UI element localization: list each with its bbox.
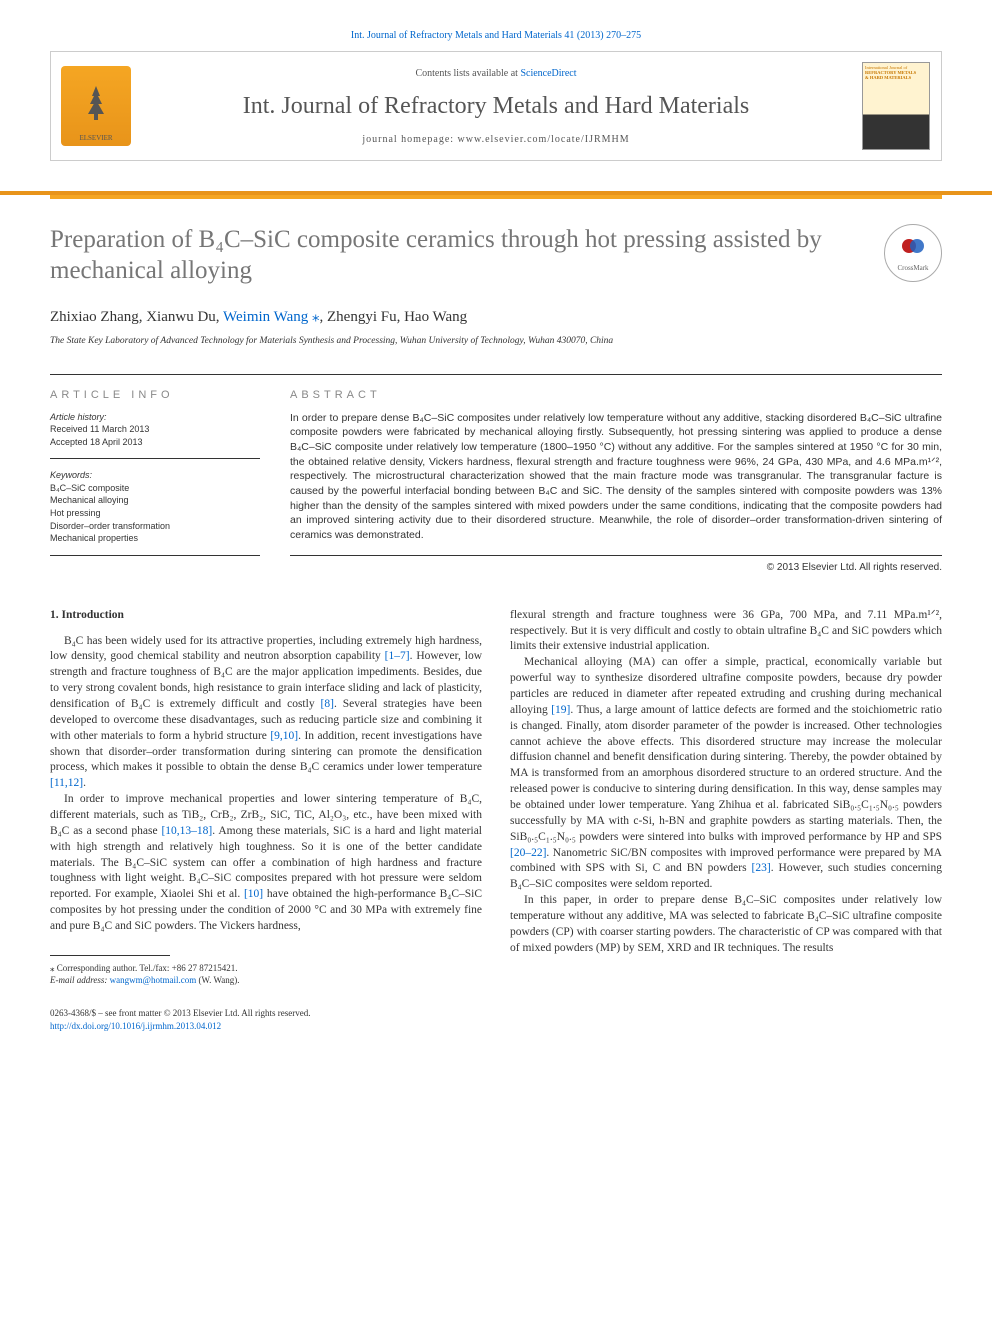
body-columns: 1. Introduction B₄C has been widely used… xyxy=(50,608,942,987)
abstract-copyright: © 2013 Elsevier Ltd. All rights reserved… xyxy=(290,562,942,573)
ref-link-9-10[interactable]: [9,10] xyxy=(270,730,298,742)
citation-header: Int. Journal of Refractory Metals and Ha… xyxy=(50,30,942,41)
ref-link-20-22[interactable]: [20–22] xyxy=(510,847,546,859)
keyword-2: Mechanical alloying xyxy=(50,494,260,507)
article-info-column: article info Article history: Received 1… xyxy=(50,375,260,573)
ref-link-10-13-18[interactable]: [10,13–18] xyxy=(161,825,212,837)
article-info-heading: article info xyxy=(50,375,260,411)
c2p2-b: . Thus, a large amount of lattice defect… xyxy=(510,704,942,843)
body-column-right: flexural strength and fracture toughness… xyxy=(510,608,942,987)
crossmark-label: CrossMark xyxy=(897,264,928,272)
elsevier-logo: ELSEVIER xyxy=(61,66,131,146)
footnote-separator xyxy=(50,955,170,956)
keyword-4: Disorder–order transformation xyxy=(50,520,260,533)
page-footer: 0263-4368/$ – see front matter © 2013 El… xyxy=(50,1007,942,1032)
intro-para-2: In order to improve mechanical propertie… xyxy=(50,792,482,935)
abstract-heading: abstract xyxy=(290,375,942,411)
affiliation: The State Key Laboratory of Advanced Tec… xyxy=(50,336,942,346)
article-title: Preparation of B₄C–SiC composite ceramic… xyxy=(50,224,864,287)
keywords-block: Keywords: B₄C–SiC composite Mechanical a… xyxy=(50,469,260,556)
keywords-label: Keywords: xyxy=(50,469,260,482)
title-row: Preparation of B₄C–SiC composite ceramic… xyxy=(50,224,942,287)
email-suffix: (W. Wang). xyxy=(196,975,239,985)
email-label: E-mail address: xyxy=(50,975,110,985)
contents-list-text: Contents lists available at xyxy=(415,68,520,79)
ref-link-8[interactable]: [8] xyxy=(321,698,334,710)
email-link[interactable]: wangwm@hotmail.com xyxy=(110,975,197,985)
history-label: Article history: xyxy=(50,411,260,424)
keyword-1: B₄C–SiC composite xyxy=(50,482,260,495)
journal-cover: International Journal of REFRACTORY META… xyxy=(862,62,930,150)
corr-asterisk[interactable]: ⁎ xyxy=(312,309,320,325)
crossmark-badge[interactable]: CrossMark xyxy=(884,224,942,282)
intro-heading: 1. Introduction xyxy=(50,608,482,624)
intro-para-1: B₄C has been widely used for its attract… xyxy=(50,634,482,793)
keyword-5: Mechanical properties xyxy=(50,532,260,545)
orange-divider-under xyxy=(50,195,942,199)
citation-link[interactable]: Int. Journal of Refractory Metals and Ha… xyxy=(351,30,641,41)
col2-para-3: In this paper, in order to prepare dense… xyxy=(510,893,942,956)
doi-link[interactable]: http://dx.doi.org/10.1016/j.ijrmhm.2013.… xyxy=(50,1021,221,1031)
authors-suffix: , Zhengyi Fu, Hao Wang xyxy=(320,309,468,325)
journal-homepage-line: journal homepage: www.elsevier.com/locat… xyxy=(362,134,629,145)
journal-cover-area: International Journal of REFRACTORY META… xyxy=(851,52,941,160)
col2-para-1: flexural strength and fracture toughness… xyxy=(510,608,942,656)
corresponding-footnote: ⁎ Corresponding author. Tel./fax: +86 27… xyxy=(50,962,482,987)
corr-author-line: ⁎ Corresponding author. Tel./fax: +86 27… xyxy=(50,962,482,975)
footer-line-1: 0263-4368/$ – see front matter © 2013 El… xyxy=(50,1007,942,1020)
body-column-left: 1. Introduction B₄C has been widely used… xyxy=(50,608,482,987)
contents-list-line: Contents lists available at ScienceDirec… xyxy=(415,68,576,79)
crossmark-icon xyxy=(901,234,925,264)
publisher-logo-area: ELSEVIER xyxy=(51,52,141,160)
ref-link-23[interactable]: [23] xyxy=(752,862,771,874)
elsevier-label: ELSEVIER xyxy=(79,134,112,142)
abstract-text: In order to prepare dense B₄C–SiC compos… xyxy=(290,411,942,556)
homepage-url: www.elsevier.com/locate/IJRMHM xyxy=(458,134,630,145)
elsevier-tree-icon xyxy=(80,82,112,130)
sciencedirect-link[interactable]: ScienceDirect xyxy=(520,68,576,79)
ref-link-10[interactable]: [10] xyxy=(244,888,263,900)
authors-line: Zhixiao Zhang, Xianwu Du, Weimin Wang ⁎,… xyxy=(50,307,942,326)
cover-line-3: & HARD MATERIALS xyxy=(865,75,927,80)
info-abstract-row: article info Article history: Received 1… xyxy=(50,374,942,573)
authors-prefix: Zhixiao Zhang, Xianwu Du, xyxy=(50,309,223,325)
ref-link-19[interactable]: [19] xyxy=(551,704,570,716)
abstract-column: abstract In order to prepare dense B₄C–S… xyxy=(290,375,942,573)
received-date: Received 11 March 2013 xyxy=(50,423,260,436)
journal-name: Int. Journal of Refractory Metals and Ha… xyxy=(243,93,750,120)
p1-text-e: . xyxy=(83,777,86,789)
homepage-label: journal homepage: xyxy=(362,134,457,145)
corresponding-author-link[interactable]: Weimin Wang xyxy=(223,309,308,325)
article-history-block: Article history: Received 11 March 2013 … xyxy=(50,411,260,460)
col2-para-2: Mechanical alloying (MA) can offer a sim… xyxy=(510,655,942,893)
keyword-3: Hot pressing xyxy=(50,507,260,520)
email-line: E-mail address: wangwm@hotmail.com (W. W… xyxy=(50,974,482,987)
ref-link-11-12[interactable]: [11,12] xyxy=(50,777,83,789)
accepted-date: Accepted 18 April 2013 xyxy=(50,436,260,449)
journal-header-box: ELSEVIER Contents lists available at Sci… xyxy=(50,51,942,161)
ref-link-1-7[interactable]: [1–7] xyxy=(385,650,410,662)
journal-header-center: Contents lists available at ScienceDirec… xyxy=(141,52,851,160)
